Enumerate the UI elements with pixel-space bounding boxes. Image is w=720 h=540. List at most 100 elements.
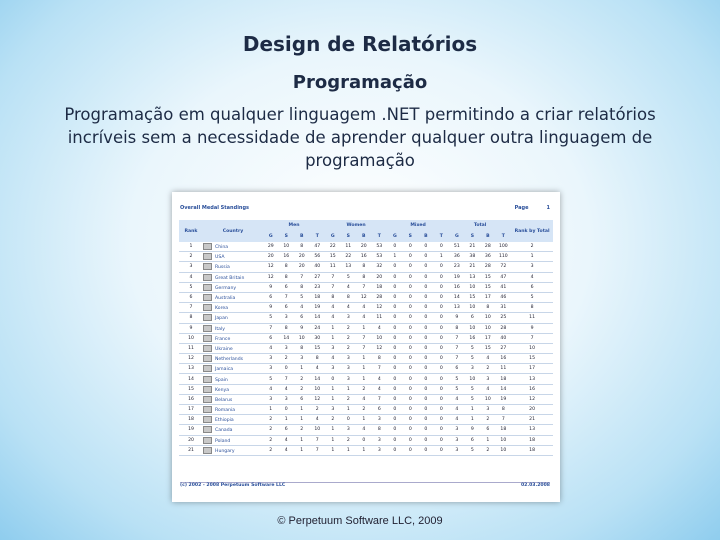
medal-count: 0 — [387, 323, 403, 334]
medal-count: 0 — [418, 384, 434, 395]
medal-count: 3 — [371, 435, 388, 446]
medal-count: 0 — [433, 242, 450, 253]
medal-count: 0 — [418, 292, 434, 304]
medal-count: 0 — [418, 373, 434, 385]
medal-count: 3 — [340, 363, 357, 375]
medal-count: 1 — [325, 384, 341, 395]
medal-count: 3 — [480, 373, 496, 385]
flag-icon — [203, 283, 212, 291]
medal-count: 36 — [480, 251, 496, 263]
report-footer: (c) 2002 - 2008 Perpetuum Software LLC 0… — [180, 482, 550, 488]
medal-count: 0 — [387, 363, 403, 375]
medal-count: 13 — [449, 302, 465, 314]
medal-count: 0 — [402, 292, 419, 304]
medal-count: 1 — [325, 435, 341, 446]
medal-count: 7 — [356, 333, 372, 344]
rank-by-total: 20 — [511, 404, 554, 416]
medal-count: 0 — [402, 251, 419, 263]
medal-count: 2 — [340, 435, 357, 446]
medal-count: 27 — [309, 272, 326, 283]
medal-count: 0 — [418, 272, 434, 283]
medal-count: 0 — [418, 242, 434, 253]
medal-count: 12 — [263, 261, 279, 273]
flag-icon — [203, 426, 212, 434]
medal-count: 5 — [464, 384, 481, 395]
medal-count: 4 — [309, 363, 326, 375]
medal-count: 0 — [418, 312, 434, 324]
table-row: 12 Netherlands 3 2 3 8 4 3 1 8 0 0 0 0 7 5 4 16 15 — [179, 353, 554, 365]
medal-count: 1 — [325, 323, 341, 334]
medal-count: 1 — [356, 445, 372, 456]
medal-count: 2 — [480, 445, 496, 456]
medal-count: 53 — [371, 251, 388, 263]
medal-count: 7 — [309, 445, 326, 456]
medal-count: 0 — [402, 394, 419, 406]
medal-count: 20 — [294, 251, 310, 263]
medal-count: 18 — [495, 373, 512, 385]
medal-count: 4 — [278, 435, 294, 446]
medal-count: 0 — [418, 261, 434, 273]
table-row: 10 France 6 14 10 30 1 2 7 10 0 0 0 0 7 16 17 40 7 — [179, 333, 554, 344]
medal-count: 7 — [495, 414, 512, 426]
country-cell: Hungary — [203, 445, 263, 456]
medal-count: 18 — [371, 282, 388, 293]
medal-count: 4 — [356, 424, 372, 436]
rank-by-total: 13 — [511, 373, 554, 385]
medal-count: 7 — [371, 363, 388, 375]
medal-count: 53 — [371, 242, 388, 253]
rank-cell: 19 — [179, 424, 203, 436]
table-row: 17 Romania 1 0 1 2 3 1 2 6 0 0 0 0 4 1 3 8 20 — [179, 404, 554, 416]
medal-count: 28 — [480, 242, 496, 253]
medal-count: 1 — [278, 414, 294, 426]
medal-count: 0 — [387, 333, 403, 344]
medal-count: 10 — [309, 384, 326, 395]
header-row: Rank Country Men Women Mixed Total Rank by Tot… — [179, 220, 554, 242]
header-sub: B — [294, 231, 310, 242]
medal-count: 4 — [449, 394, 465, 406]
medal-count: 18 — [309, 292, 326, 304]
medal-count: 7 — [278, 292, 294, 304]
medal-count: 1 — [464, 404, 481, 416]
medal-count: 3 — [263, 394, 279, 406]
country-cell: Kenya — [203, 384, 263, 395]
medal-count: 8 — [480, 302, 496, 314]
country-name: Romania — [215, 408, 236, 414]
medal-count: 16 — [449, 282, 465, 293]
medal-count: 10 — [495, 435, 512, 446]
medal-count: 28 — [495, 323, 512, 334]
medal-count: 8 — [294, 282, 310, 293]
medal-count: 8 — [294, 343, 310, 355]
header-sub: T — [371, 231, 388, 242]
medal-count: 3 — [325, 363, 341, 375]
medal-count: 1 — [387, 251, 403, 263]
rank-by-total: 7 — [511, 333, 554, 344]
medal-count: 9 — [449, 312, 465, 324]
rank-cell: 4 — [179, 272, 203, 283]
medal-count: 0 — [387, 242, 403, 253]
medal-count: 2 — [263, 424, 279, 436]
table-row: 19 Canada 2 6 2 10 1 3 4 8 0 0 0 0 3 9 6 18 13 — [179, 424, 554, 436]
country-name: France — [215, 336, 231, 342]
medal-count: 0 — [387, 312, 403, 324]
medal-count: 10 — [480, 394, 496, 406]
report-image: Overall Medal Standings Page 1 Rank Countr… — [172, 192, 560, 502]
medal-count: 5 — [294, 292, 310, 304]
medal-count: 1 — [263, 404, 279, 416]
medal-count: 20 — [356, 242, 372, 253]
medal-count: 4 — [309, 414, 326, 426]
medal-count: 3 — [449, 424, 465, 436]
medal-count: 100 — [495, 242, 512, 253]
medal-count: 22 — [325, 242, 341, 253]
table-row: 1 China 29 10 8 47 22 11 20 53 0 0 0 0 51 21 28 100 2 — [179, 242, 554, 253]
medal-count: 13 — [464, 272, 481, 283]
rank-cell: 3 — [179, 261, 203, 273]
medal-count: 11 — [325, 261, 341, 273]
page-label: Page — [514, 205, 529, 211]
medal-count: 3 — [449, 445, 465, 456]
medal-count: 0 — [402, 373, 419, 385]
medal-count: 19 — [309, 302, 326, 314]
medal-count: 1 — [356, 373, 372, 385]
medal-count: 10 — [371, 333, 388, 344]
medal-count: 8 — [356, 272, 372, 283]
